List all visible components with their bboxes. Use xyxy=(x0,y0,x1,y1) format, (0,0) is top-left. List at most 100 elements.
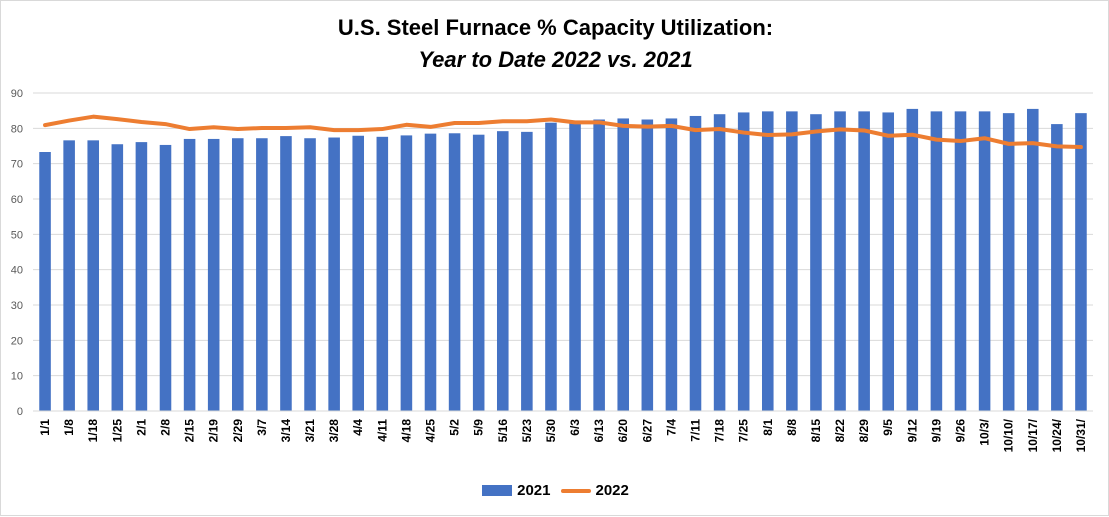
point-2022 xyxy=(1032,142,1034,144)
legend-swatch-2022 xyxy=(560,488,591,493)
point-2022 xyxy=(743,132,745,134)
point-2022 xyxy=(550,119,552,120)
bar-2021 xyxy=(954,111,967,411)
point-2022 xyxy=(44,124,46,126)
y-tick-label: 0 xyxy=(17,406,23,418)
x-tick-label: 3/14 xyxy=(279,419,293,443)
bar-2021 xyxy=(207,138,220,411)
bar-2021 xyxy=(448,133,461,411)
x-axis-ticks: 1/1 1/8 1/18 1/25 2/1 2/8 2/15 2/19 2/29 3/7 3/14 3… xyxy=(33,410,1093,452)
point-2022 xyxy=(165,123,166,125)
series-line-2022 xyxy=(43,114,1083,150)
x-tick-label: 5/9 xyxy=(472,419,486,436)
point-2022 xyxy=(935,139,937,141)
bar-2021 xyxy=(810,114,822,411)
point-2022 xyxy=(478,122,480,124)
bar-2021 xyxy=(1026,108,1039,412)
y-tick-label: 50 xyxy=(11,229,23,241)
bar-2021 xyxy=(135,142,148,411)
y-tick-label: 60 xyxy=(11,194,23,206)
point-2022 xyxy=(1008,143,1010,145)
bars-series-2021 xyxy=(39,108,1087,412)
point-2022 xyxy=(237,128,239,130)
x-tick-label: 10/3/ xyxy=(978,418,992,445)
x-tick-label: 1/25 xyxy=(110,419,124,443)
x-tick-label: 2/1 xyxy=(134,419,148,436)
bar-2021 xyxy=(882,112,895,411)
x-tick-label: 9/5 xyxy=(881,419,895,436)
legend-label-2021: 2021 xyxy=(517,482,551,499)
point-2022 xyxy=(815,131,817,133)
bar-2021 xyxy=(304,138,316,411)
bar-2021 xyxy=(183,138,196,411)
x-tick-label: 2/8 xyxy=(159,419,173,436)
bar-2021 xyxy=(737,112,750,411)
bar-2021 xyxy=(231,138,244,411)
x-tick-label: 5/30 xyxy=(544,419,558,443)
x-tick-label: 4/18 xyxy=(399,419,413,443)
bar-2021 xyxy=(786,111,798,411)
bar-2021 xyxy=(761,111,774,411)
point-2022 xyxy=(767,134,769,136)
legend-label-2022: 2022 xyxy=(595,482,629,499)
point-2022 xyxy=(695,129,696,131)
bar-2021 xyxy=(689,115,702,411)
x-tick-label: 1/1 xyxy=(38,419,52,436)
y-tick-label: 40 xyxy=(11,265,23,277)
bar-2021 xyxy=(472,134,485,411)
point-2022 xyxy=(887,135,889,137)
bar-2021 xyxy=(63,140,75,411)
point-2022 xyxy=(839,128,841,130)
point-2022 xyxy=(285,127,287,129)
x-tick-label: 2/29 xyxy=(231,419,245,443)
chart-subtitle: Year to Date 2022 vs. 2021 xyxy=(418,47,693,72)
x-tick-label: 7/4 xyxy=(664,419,678,436)
line-series-2022 xyxy=(43,114,1083,150)
legend-swatch-2021 xyxy=(482,485,513,496)
point-2022 xyxy=(381,128,383,130)
point-2022 xyxy=(333,129,335,131)
point-2022 xyxy=(526,120,528,122)
x-tick-label: 10/17/ xyxy=(1026,418,1040,452)
bar-2021 xyxy=(569,122,581,412)
bar-2021 xyxy=(111,144,124,411)
bar-2021 xyxy=(424,133,437,411)
point-2022 xyxy=(911,134,913,136)
x-tick-label: 3/7 xyxy=(255,419,269,436)
x-tick-label: 8/8 xyxy=(785,419,799,436)
bar-2021 xyxy=(39,152,51,412)
point-2022 xyxy=(1056,145,1058,147)
y-tick-label: 20 xyxy=(11,335,23,347)
x-tick-label: 4/25 xyxy=(424,419,438,443)
x-tick-label: 8/29 xyxy=(857,419,871,443)
x-tick-label: 9/12 xyxy=(905,419,919,443)
y-tick-label: 80 xyxy=(11,123,23,135)
bar-2021 xyxy=(521,131,533,411)
x-tick-label: 9/19 xyxy=(929,419,943,443)
point-2022 xyxy=(574,121,576,123)
bar-2021 xyxy=(617,118,630,411)
point-2022 xyxy=(454,122,456,124)
legend-item-2021: 2021 xyxy=(482,482,551,499)
legend-item-2022: 2022 xyxy=(560,482,629,499)
bar-2021 xyxy=(256,138,268,411)
bar-2021 xyxy=(376,136,389,411)
point-2022 xyxy=(430,126,431,128)
bar-2021 xyxy=(978,111,991,411)
bar-2021 xyxy=(87,140,100,411)
x-tick-label: 2/19 xyxy=(207,419,221,443)
point-2022 xyxy=(598,121,600,123)
bar-2021 xyxy=(1075,113,1087,411)
bar-2021 xyxy=(834,111,846,411)
x-tick-label: 6/20 xyxy=(616,419,630,443)
x-tick-label: 4/4 xyxy=(351,419,365,436)
bar-2021 xyxy=(159,144,172,411)
y-tick-label: 90 xyxy=(11,88,23,100)
x-tick-label: 10/24/ xyxy=(1050,418,1064,452)
point-2022 xyxy=(502,120,504,122)
bar-2021 xyxy=(906,108,919,412)
x-tick-label: 7/18 xyxy=(713,419,727,443)
point-2022 xyxy=(646,126,648,128)
bar-2021 xyxy=(641,119,654,411)
